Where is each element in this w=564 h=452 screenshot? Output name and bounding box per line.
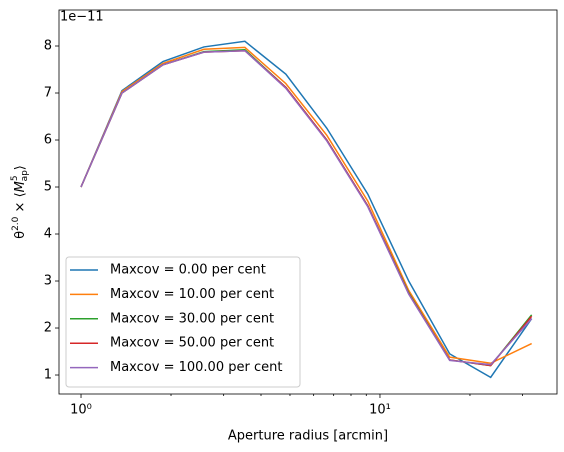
offset-text: 1e−11 <box>60 10 104 25</box>
y-tick-label: 4 <box>44 227 52 242</box>
y-axis-label-part: θ <box>13 231 28 239</box>
legend-label: Maxcov = 0.00 per cent <box>110 263 266 278</box>
y-tick-label: 2 <box>44 321 52 336</box>
legend-label: Maxcov = 100.00 per cent <box>110 360 282 375</box>
y-axis-label-part: M <box>13 181 28 192</box>
y-axis-label-part: × ⟨ <box>13 192 28 216</box>
legend-label: Maxcov = 30.00 per cent <box>110 311 274 326</box>
y-axis-label-part: ap <box>20 170 30 182</box>
y-axis-label: θ2.0 × ⟨M5ap⟩ <box>10 165 30 239</box>
legend-box <box>65 256 301 388</box>
y-tick-label: 8 <box>44 39 52 54</box>
x-tick-label: 10¹ <box>369 403 391 418</box>
y-tick-label: 1 <box>44 368 52 383</box>
legend-label: Maxcov = 10.00 per cent <box>110 287 274 302</box>
x-tick-label: 10⁰ <box>70 403 92 418</box>
x-axis-label: Aperture radius [arcmin] <box>228 429 388 444</box>
y-axis-label-part: 5 <box>10 175 20 181</box>
y-tick-label: 7 <box>44 86 52 101</box>
y-tick-label: 3 <box>44 274 52 289</box>
plot-frame <box>58 9 558 395</box>
series-line <box>80 46 532 365</box>
y-axis-label-part: ⟩ <box>13 165 28 170</box>
y-tick-label: 5 <box>44 180 52 195</box>
y-tick-label: 6 <box>44 133 52 148</box>
y-axis-label-part: 2.0 <box>11 216 21 231</box>
series-line <box>80 49 533 366</box>
legend-label: Maxcov = 50.00 per cent <box>110 336 274 351</box>
